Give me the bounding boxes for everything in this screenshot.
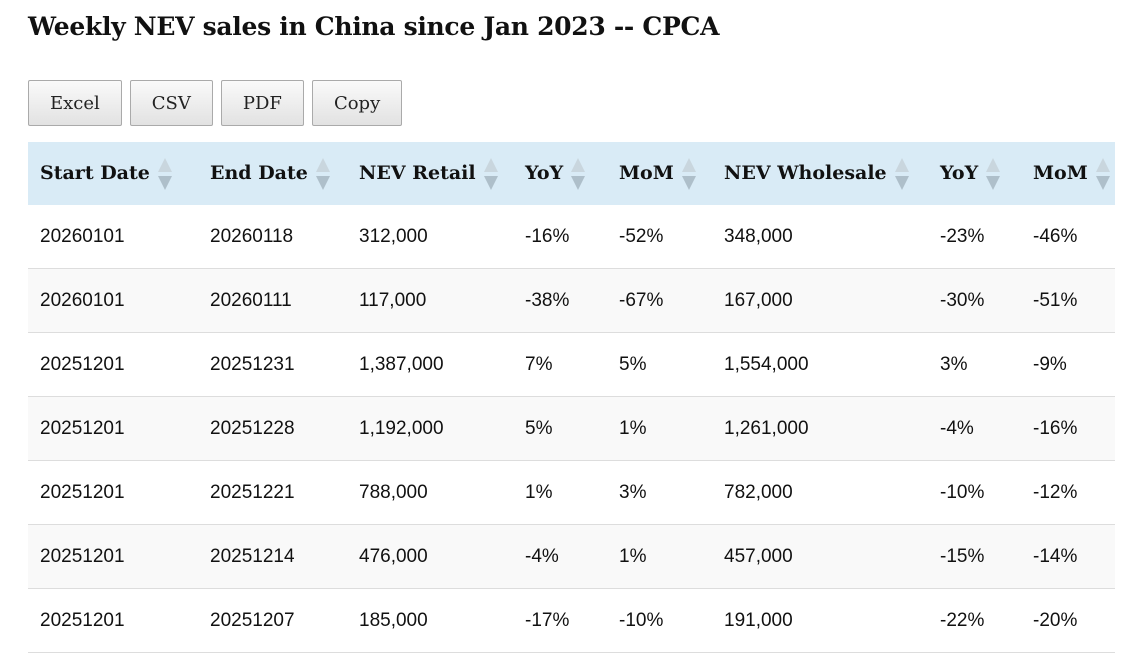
table-row: 20251201 20251207 185,000 -17% -10% 191,000 -2… <box>28 588 1115 653</box>
column-header[interactable]: Start Date <box>28 142 198 205</box>
table-row: 20251201 20251231 1,387,000 7% 5% 1,554,000 3%… <box>28 332 1115 397</box>
table-cell: -46% <box>1021 205 1115 269</box>
table-cell: 1,192,000 <box>347 396 513 461</box>
table-cell: -16% <box>513 205 607 269</box>
column-header[interactable]: NEV Wholesale <box>712 142 928 205</box>
column-header[interactable]: MoM <box>1021 142 1115 205</box>
sales-table: Start Date End Date NEV Retail YoY MoM NEV Wh… <box>28 142 1115 653</box>
table-cell: 1,387,000 <box>347 332 513 397</box>
table-cell: -38% <box>513 268 607 333</box>
table-cell: -12% <box>1021 460 1115 525</box>
table-cell: 1,261,000 <box>712 396 928 461</box>
table-cell: 20251201 <box>28 524 198 589</box>
page-title: Weekly NEV sales in China since Jan 2023… <box>28 12 720 41</box>
table-cell: 1% <box>607 524 712 589</box>
copy-button[interactable]: Copy <box>311 80 403 126</box>
table-cell: -30% <box>928 268 1021 333</box>
column-label: MoM <box>619 161 674 184</box>
table-cell: -20% <box>1021 588 1115 653</box>
excel-button[interactable]: Excel <box>28 80 122 126</box>
sort-icon[interactable] <box>986 157 1001 190</box>
table-cell: -9% <box>1021 332 1115 397</box>
table-cell: 117,000 <box>347 268 513 333</box>
table-cell: -52% <box>607 205 712 269</box>
table-cell: 167,000 <box>712 268 928 333</box>
table-row: 20251201 20251214 476,000 -4% 1% 457,000 -15% -… <box>28 524 1115 589</box>
column-header[interactable]: End Date <box>198 142 347 205</box>
sort-icon[interactable] <box>315 157 330 190</box>
table-row: 20251201 20251221 788,000 1% 3% 782,000 -10% -1… <box>28 460 1115 525</box>
table-cell: 3% <box>607 460 712 525</box>
sort-icon[interactable] <box>571 157 586 190</box>
sort-icon[interactable] <box>1095 157 1110 190</box>
table-cell: -15% <box>928 524 1021 589</box>
column-header[interactable]: NEV Retail <box>347 142 513 205</box>
table-cell: 185,000 <box>347 588 513 653</box>
table-cell: 7% <box>513 332 607 397</box>
table-cell: -10% <box>928 460 1021 525</box>
column-label: YoY <box>525 161 564 184</box>
csv-button[interactable]: CSV <box>129 80 213 126</box>
table-cell: -51% <box>1021 268 1115 333</box>
table-cell: -22% <box>928 588 1021 653</box>
column-label: MoM <box>1033 161 1088 184</box>
table-cell: 476,000 <box>347 524 513 589</box>
table-row: 20260101 20260118 312,000 -16% -52% 348,000 -2… <box>28 205 1115 269</box>
table-cell: 457,000 <box>712 524 928 589</box>
table-cell: -14% <box>1021 524 1115 589</box>
table-cell: 1% <box>607 396 712 461</box>
table-cell: 1,554,000 <box>712 332 928 397</box>
export-buttons: Excel CSV PDF Copy <box>28 80 403 126</box>
table-cell: 5% <box>513 396 607 461</box>
column-label: NEV Retail <box>359 161 476 184</box>
table-cell: -4% <box>513 524 607 589</box>
table-cell: 20251201 <box>28 460 198 525</box>
table-cell: 348,000 <box>712 205 928 269</box>
table-cell: 1% <box>513 460 607 525</box>
sort-icon[interactable] <box>681 157 696 190</box>
table-cell: 20251221 <box>198 460 347 525</box>
sort-icon[interactable] <box>157 157 172 190</box>
table-cell: -4% <box>928 396 1021 461</box>
table-cell: 20251231 <box>198 332 347 397</box>
sort-icon[interactable] <box>894 157 909 190</box>
column-header[interactable]: YoY <box>928 142 1021 205</box>
table-cell: 20251228 <box>198 396 347 461</box>
table-cell: 20251201 <box>28 588 198 653</box>
table-cell: 3% <box>928 332 1021 397</box>
table-cell: -67% <box>607 268 712 333</box>
column-label: YoY <box>940 161 979 184</box>
table-header: Start Date End Date NEV Retail YoY MoM NEV Wh… <box>28 142 1115 205</box>
table-cell: 20251201 <box>28 396 198 461</box>
table-cell: -10% <box>607 588 712 653</box>
table-cell: 788,000 <box>347 460 513 525</box>
column-header[interactable]: MoM <box>607 142 712 205</box>
table-cell: 312,000 <box>347 205 513 269</box>
table-cell: 20251201 <box>28 332 198 397</box>
column-label: End Date <box>210 161 308 184</box>
sort-icon[interactable] <box>483 157 498 190</box>
pdf-button[interactable]: PDF <box>220 80 304 126</box>
table-cell: -17% <box>513 588 607 653</box>
table-cell: 5% <box>607 332 712 397</box>
table-cell: 20260101 <box>28 268 198 333</box>
table-row: 20251201 20251228 1,192,000 5% 1% 1,261,000 -4… <box>28 396 1115 461</box>
table-row: 20260101 20260111 117,000 -38% -67% 167,000 -3… <box>28 268 1115 333</box>
column-label: NEV Wholesale <box>724 161 887 184</box>
table-cell: 20251214 <box>198 524 347 589</box>
column-header[interactable]: YoY <box>513 142 607 205</box>
table-cell: -16% <box>1021 396 1115 461</box>
table-cell: 20260101 <box>28 205 198 269</box>
table-cell: -23% <box>928 205 1021 269</box>
table-cell: 20260118 <box>198 205 347 269</box>
column-label: Start Date <box>40 161 150 184</box>
table-cell: 20260111 <box>198 268 347 333</box>
table-cell: 191,000 <box>712 588 928 653</box>
table-cell: 20251207 <box>198 588 347 653</box>
table-cell: 782,000 <box>712 460 928 525</box>
